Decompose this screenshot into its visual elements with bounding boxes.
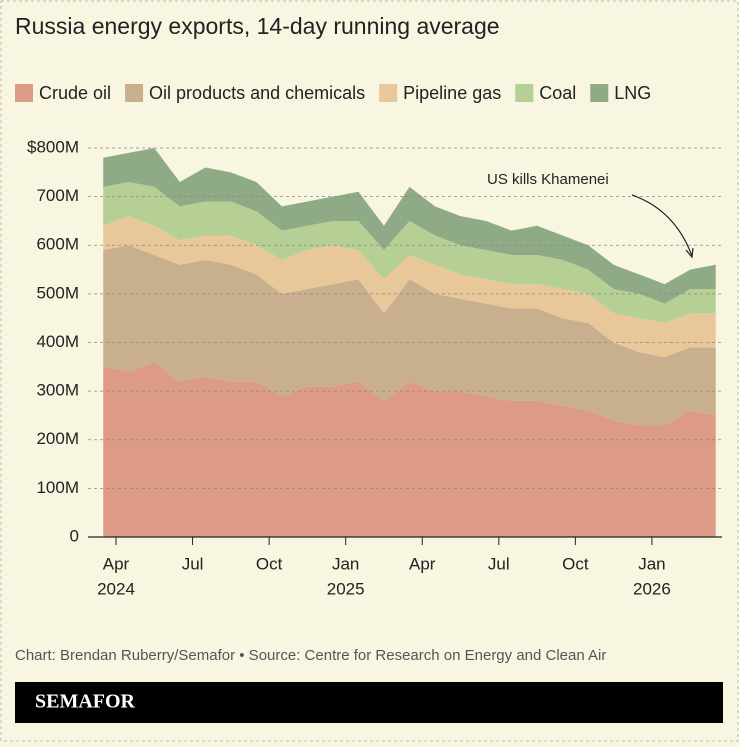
area bbox=[103, 361, 716, 537]
area bbox=[103, 182, 716, 324]
legend-swatch bbox=[15, 84, 33, 102]
y-tick-label: 400M bbox=[36, 332, 79, 351]
y-tick-label: 600M bbox=[36, 235, 79, 254]
legend-swatch bbox=[379, 84, 398, 102]
x-tick-label: Oct bbox=[256, 554, 283, 573]
brand-bar bbox=[15, 682, 723, 723]
y-tick-label: 500M bbox=[36, 283, 79, 302]
annotation: US kills Khamenei bbox=[487, 171, 609, 188]
annotation-arrow bbox=[631, 194, 693, 257]
x-tick-label: 2026 bbox=[633, 579, 671, 598]
x-tick-label: Apr bbox=[409, 554, 436, 573]
x-tick-label: Jan bbox=[332, 554, 359, 573]
x-tick-label: 2024 bbox=[97, 579, 135, 598]
y-tick-label: 700M bbox=[36, 186, 79, 205]
y-tick-label: 200M bbox=[36, 429, 79, 448]
arrow-head bbox=[685, 247, 694, 259]
x-tick-label: Apr bbox=[103, 554, 130, 573]
area bbox=[103, 216, 716, 358]
x-tick-label: Oct bbox=[562, 554, 589, 573]
legend-label: Crude oil bbox=[39, 83, 111, 103]
y-tick-label: $800M bbox=[27, 137, 79, 156]
area bbox=[103, 245, 716, 426]
legend-label: Pipeline gas bbox=[403, 83, 501, 103]
legend: Crude oil Oil products and chemicals Pipel… bbox=[15, 83, 651, 103]
chart-title: Russia energy exports, 14-day running av… bbox=[15, 13, 500, 39]
x-tick-label: Jan bbox=[638, 554, 665, 573]
x-tick-label: 2025 bbox=[327, 579, 365, 598]
legend-swatch bbox=[590, 84, 609, 102]
x-tick-label: Jul bbox=[488, 554, 510, 573]
source: Chart: Brendan Ruberry/Semafor • Source:… bbox=[15, 647, 606, 664]
y-tick-label: 300M bbox=[36, 381, 79, 400]
legend-label: Oil products and chemicals bbox=[149, 83, 365, 103]
legend-label: LNG bbox=[614, 83, 651, 103]
y-tick-label: 0 bbox=[70, 526, 79, 545]
legend-label: Coal bbox=[539, 83, 576, 103]
x-tick-label: Jul bbox=[182, 554, 204, 573]
y-tick-label: 100M bbox=[36, 478, 79, 497]
area bbox=[103, 148, 716, 304]
legend-swatch bbox=[125, 84, 144, 102]
legend-swatch bbox=[515, 84, 534, 102]
brand: SEMAFOR bbox=[35, 691, 136, 713]
plot: 0 100M 200M 300M 400M 500M 600M 700M $800M Apr 202… bbox=[27, 137, 722, 598]
